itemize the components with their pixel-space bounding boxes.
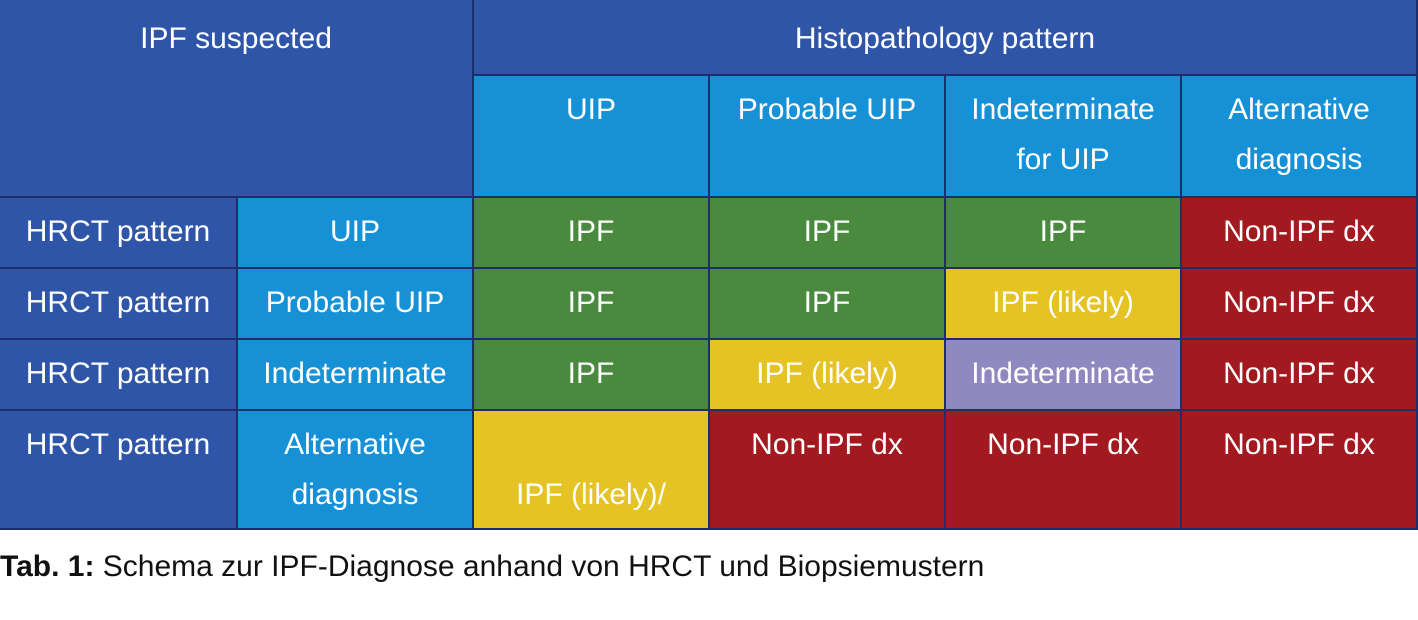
- row-label-text: diagnosis: [291, 478, 419, 511]
- result-text: IPF: [803, 286, 851, 319]
- result-text: IPF: [567, 286, 615, 319]
- row-label: Probable UIP: [238, 269, 474, 340]
- result-cell: Non-IPF dx: [946, 411, 1182, 530]
- col-header-line: Alternative: [1228, 93, 1370, 126]
- col-header-uip: UIP: [474, 76, 710, 198]
- result-cell: Non-IPF dx: [1182, 198, 1418, 269]
- result-text: Non-IPF dx: [751, 428, 903, 461]
- result-cell: IPF: [710, 269, 946, 340]
- result-text: Non-IPF dx: [1223, 428, 1375, 461]
- group-header-label: Histopathology pattern: [794, 22, 1096, 55]
- row-group-label: HRCT pattern: [0, 340, 238, 411]
- result-text: IPF (likely): [992, 286, 1134, 319]
- result-cell: IPF: [710, 198, 946, 269]
- col-header-line: for UIP: [1016, 143, 1110, 176]
- result-cell: IPF: [474, 340, 710, 411]
- result-text: Non-IPF dx: [1223, 215, 1375, 248]
- col-header-indeterminate: Indeterminate for UIP: [946, 76, 1182, 198]
- row-group-text: HRCT pattern: [25, 215, 211, 248]
- row-group-text: HRCT pattern: [25, 286, 211, 319]
- col-header-line: diagnosis: [1235, 143, 1363, 176]
- result-cell: IPF: [474, 198, 710, 269]
- row-label: Alternative diagnosis: [238, 411, 474, 530]
- histopathology-group-header: Histopathology pattern: [474, 0, 1418, 76]
- row-label-text: Indeterminate: [263, 357, 447, 390]
- row-group-label: HRCT pattern: [0, 411, 238, 530]
- row-group-label: HRCT pattern: [0, 269, 238, 340]
- col-header-probable-uip: Probable UIP: [710, 76, 946, 198]
- result-cell: IPF: [474, 269, 710, 340]
- result-text: IPF: [803, 215, 851, 248]
- result-cell: IPF (likely)/ non-IPF dx: [474, 411, 710, 561]
- col-header-line: Probable UIP: [737, 93, 917, 126]
- row-label: UIP: [238, 198, 474, 269]
- result-text: Indeterminate: [971, 357, 1155, 390]
- row-label-text: Alternative: [284, 428, 426, 461]
- result-text: IPF (likely): [756, 357, 898, 390]
- result-cell: Non-IPF dx: [1182, 269, 1418, 340]
- result-cell: Indeterminate: [946, 340, 1182, 411]
- result-cell: IPF (likely): [710, 340, 946, 411]
- result-text: IPF: [1039, 215, 1087, 248]
- col-header-line: UIP: [565, 93, 616, 126]
- row-group-text: HRCT pattern: [25, 357, 211, 390]
- result-text: IPF (likely)/ non-IPF dx: [516, 478, 666, 561]
- result-text: Non-IPF dx: [1223, 357, 1375, 390]
- result-cell: IPF: [946, 198, 1182, 269]
- result-cell: Non-IPF dx: [710, 411, 946, 530]
- corner-header: IPF suspected: [0, 0, 474, 198]
- row-label-text: UIP: [329, 215, 380, 248]
- row-label-text: Probable UIP: [265, 286, 445, 319]
- row-label: Indeterminate: [238, 340, 474, 411]
- result-text: Non-IPF dx: [987, 428, 1139, 461]
- corner-header-label: IPF suspected: [140, 22, 332, 55]
- col-header-line: Indeterminate: [971, 93, 1155, 126]
- ipf-diagnosis-table: IPF suspected Histopathology pattern UIP…: [0, 0, 1418, 530]
- result-text: IPF: [567, 357, 615, 390]
- result-cell: Non-IPF dx: [1182, 411, 1418, 530]
- caption-text: Schema zur IPF-Diagnose anhand von HRCT …: [94, 550, 985, 583]
- result-cell: Non-IPF dx: [1182, 340, 1418, 411]
- result-text: IPF: [567, 215, 615, 248]
- result-cell: IPF (likely): [946, 269, 1182, 340]
- result-text: Non-IPF dx: [1223, 286, 1375, 319]
- col-header-alternative: Alternative diagnosis: [1182, 76, 1418, 198]
- table-caption: Tab. 1: Schema zur IPF-Diagnose anhand v…: [0, 550, 984, 584]
- row-group-text: HRCT pattern: [25, 428, 211, 461]
- row-group-label: HRCT pattern: [0, 198, 238, 269]
- caption-label: Tab. 1:: [0, 550, 95, 583]
